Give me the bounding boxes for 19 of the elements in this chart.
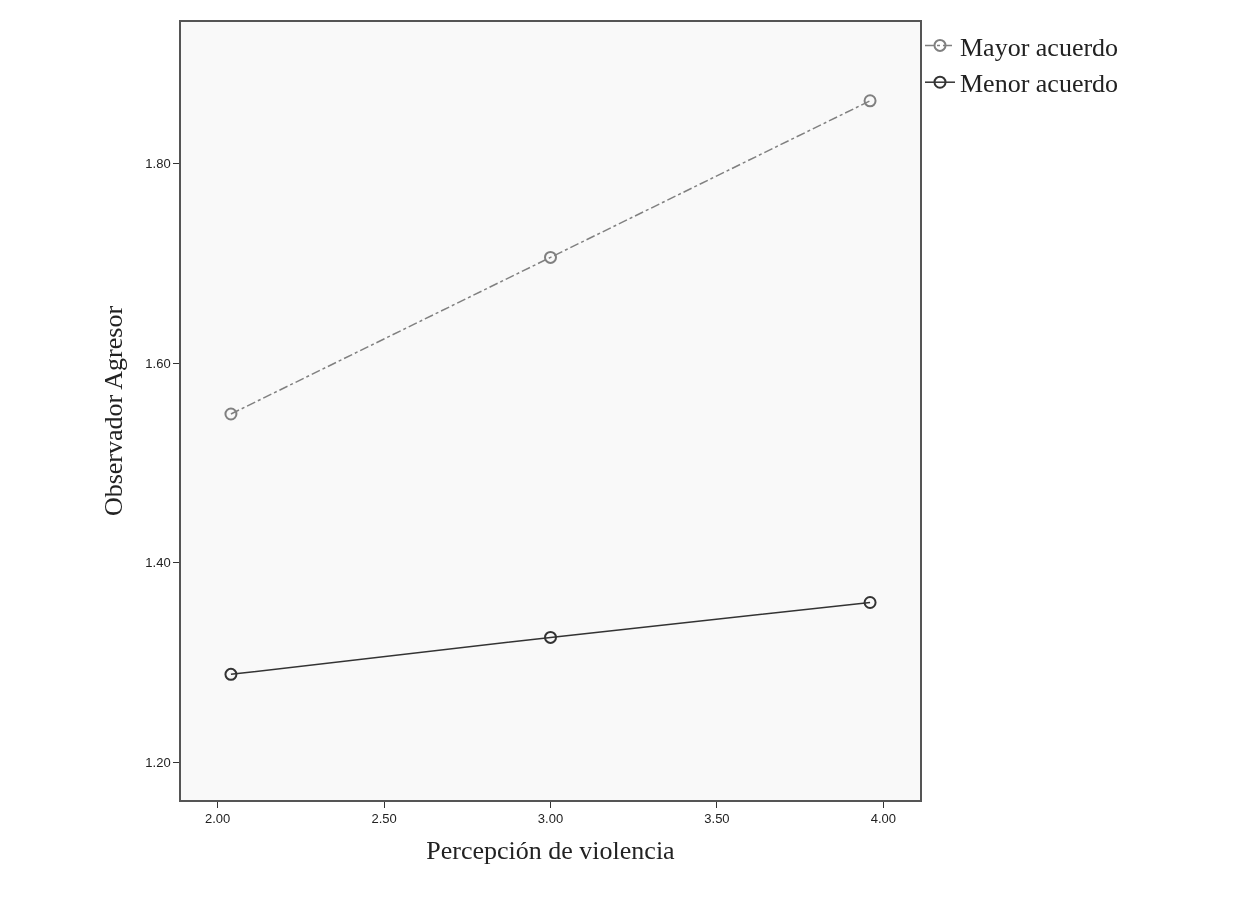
point bbox=[544, 630, 557, 644]
legend-label: Mayor acuerdo bbox=[960, 32, 1119, 62]
x-axis-title: Percepción de violencia bbox=[426, 835, 676, 865]
y-tick-label: 1.60 bbox=[145, 355, 171, 371]
point bbox=[544, 250, 557, 264]
x-tick-label: 2.00 bbox=[204, 811, 231, 827]
legend-label: Menor acuerdo bbox=[960, 69, 1119, 99]
x-tick-label: 4.00 bbox=[870, 811, 897, 827]
x-tick-label: 3.00 bbox=[537, 811, 564, 827]
point bbox=[224, 407, 238, 421]
point bbox=[224, 667, 238, 681]
y-tick-label: 1.20 bbox=[145, 754, 171, 770]
x-tick-label: 3.50 bbox=[704, 811, 730, 827]
y-tick-label: 1.80 bbox=[145, 156, 171, 172]
point bbox=[863, 94, 877, 108]
y-tick-label: 1.40 bbox=[145, 555, 171, 571]
y-axis-title: Observador Agresor bbox=[99, 305, 129, 517]
x-tick-label: 2.50 bbox=[371, 811, 397, 827]
point bbox=[863, 596, 877, 610]
